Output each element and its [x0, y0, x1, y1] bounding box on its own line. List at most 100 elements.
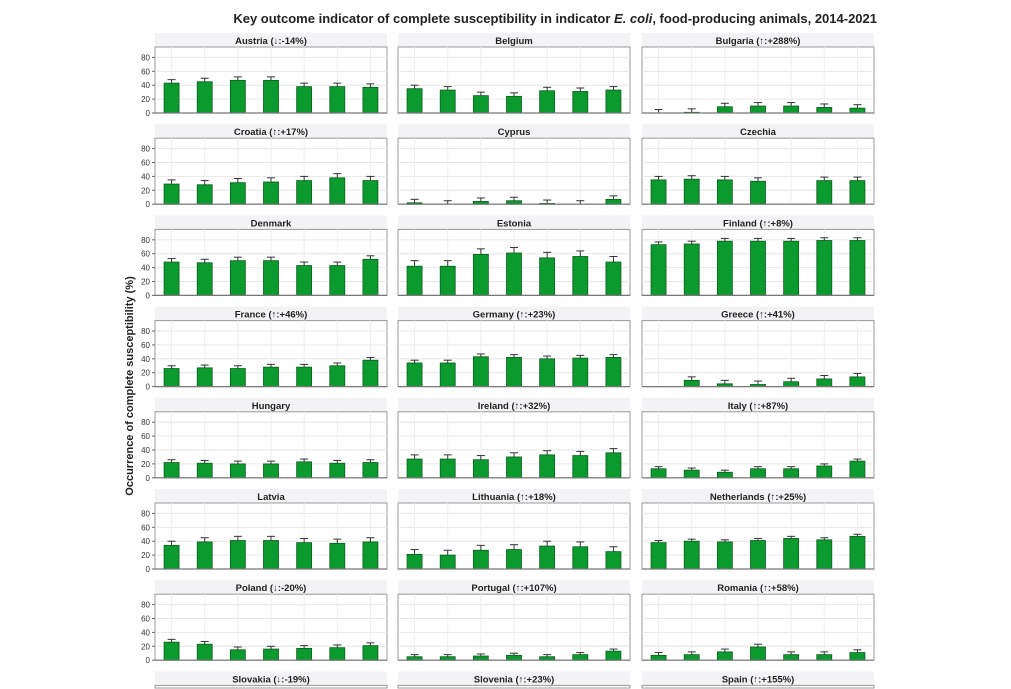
bar: [849, 180, 866, 205]
y-tick-label: 40: [141, 628, 150, 637]
panel: Portugal (↑:+107%): [397, 580, 631, 661]
y-tick-label: 80: [141, 327, 150, 336]
bar: [572, 357, 589, 387]
bar: [163, 544, 180, 570]
bar: [716, 106, 733, 114]
bar: [296, 461, 313, 479]
bar: [506, 95, 522, 114]
bar: [296, 265, 313, 296]
bar: [783, 240, 800, 296]
bar: [816, 240, 833, 296]
bar: [572, 91, 589, 114]
bar: [406, 554, 423, 570]
panel-title-strip: [155, 306, 387, 321]
y-tick-label: 60: [141, 341, 150, 350]
panel-title: Belgium: [495, 36, 532, 47]
y-tick-label: 60: [141, 159, 150, 168]
bar: [229, 368, 246, 387]
bar: [539, 90, 556, 114]
chart-title: Key outcome indicator of complete suscep…: [233, 11, 877, 26]
panel-title: Finland (↑:+8%): [723, 218, 793, 229]
bar: [229, 260, 246, 296]
bar: [816, 465, 833, 479]
bar: [506, 357, 522, 387]
bar: [816, 180, 833, 205]
y-tick-label: 80: [141, 53, 150, 62]
bar: [650, 468, 667, 479]
bar: [406, 458, 423, 479]
bar: [650, 542, 667, 570]
panel-title-strip: [398, 580, 630, 595]
panel-title-strip: [398, 671, 630, 686]
y-tick-label: 60: [141, 250, 150, 259]
bar: [329, 365, 346, 388]
panel: Ireland (↑:+32%): [397, 397, 631, 479]
panel: Finland (↑:+8%): [641, 215, 875, 296]
panel-title: Spain (↑:+155%): [722, 674, 795, 685]
panel-title-strip: [642, 397, 874, 412]
bar: [849, 376, 866, 388]
panel-title-strip: [642, 489, 874, 503]
bar: [163, 368, 180, 387]
panel-title-strip: [155, 489, 387, 503]
bar: [572, 455, 589, 479]
bar: [506, 456, 522, 479]
panel-title: Czechia: [740, 127, 777, 138]
panel-title-strip: [642, 580, 874, 595]
bar: [196, 262, 213, 296]
plot-area: [154, 684, 388, 689]
panel: Slovakia (↓:-19%): [154, 671, 388, 689]
panel-title: Romania (↑:+58%): [717, 583, 799, 594]
bar: [506, 252, 522, 296]
bar: [439, 458, 456, 479]
bar: [263, 366, 279, 388]
bar: [816, 654, 833, 661]
y-tick-label: 20: [141, 642, 150, 651]
bar: [605, 452, 622, 479]
panel: Estonia: [397, 215, 631, 296]
bar: [750, 105, 766, 114]
bar: [539, 454, 556, 479]
y-tick-label: 80: [141, 509, 150, 518]
panel-title: Croatia (↑:+17%): [234, 127, 308, 138]
bar: [783, 468, 800, 479]
y-tick-label: 20: [141, 95, 150, 104]
bar: [750, 240, 766, 296]
bar: [196, 184, 213, 205]
panel-title-strip: [642, 671, 874, 686]
panel-title: Ireland (↑:+32%): [478, 401, 551, 412]
bar: [362, 86, 379, 114]
bar: [605, 89, 622, 114]
bar: [362, 541, 379, 570]
bar: [163, 82, 180, 114]
bar: [816, 539, 833, 570]
bar: [683, 379, 700, 388]
panel-title-strip: [398, 124, 630, 139]
panel: Bulgaria (↑:+288%): [641, 33, 875, 114]
panel-title: Italy (↑:+87%): [728, 401, 788, 412]
bar: [572, 546, 589, 570]
panel: Poland (↓:-20%) 0 20 40 60 80: [141, 580, 388, 665]
bar: [263, 648, 279, 661]
bar: [439, 362, 456, 387]
bar: [296, 542, 313, 570]
bar: [163, 462, 180, 479]
bar: [296, 647, 313, 661]
bar: [816, 107, 833, 114]
bar: [196, 462, 213, 479]
panel: Romania (↑:+58%): [641, 580, 875, 661]
panel: Czechia: [641, 124, 875, 205]
panel: Greece (↑:+41%): [641, 306, 875, 388]
bar: [750, 180, 766, 205]
panel: Cyprus: [397, 124, 631, 205]
y-tick-label: 80: [141, 601, 150, 610]
panel: Spain (↑:+155%): [641, 671, 875, 689]
bar: [650, 244, 667, 296]
bar: [816, 378, 833, 387]
panel: Croatia (↑:+17%) 0 20 40 60 80: [141, 124, 388, 209]
panel: Slovenia (↑:+23%): [397, 671, 631, 689]
bar: [263, 181, 279, 205]
bar: [472, 549, 489, 570]
panel-title: Netherlands (↑:+25%): [710, 492, 806, 503]
bar: [229, 79, 246, 114]
